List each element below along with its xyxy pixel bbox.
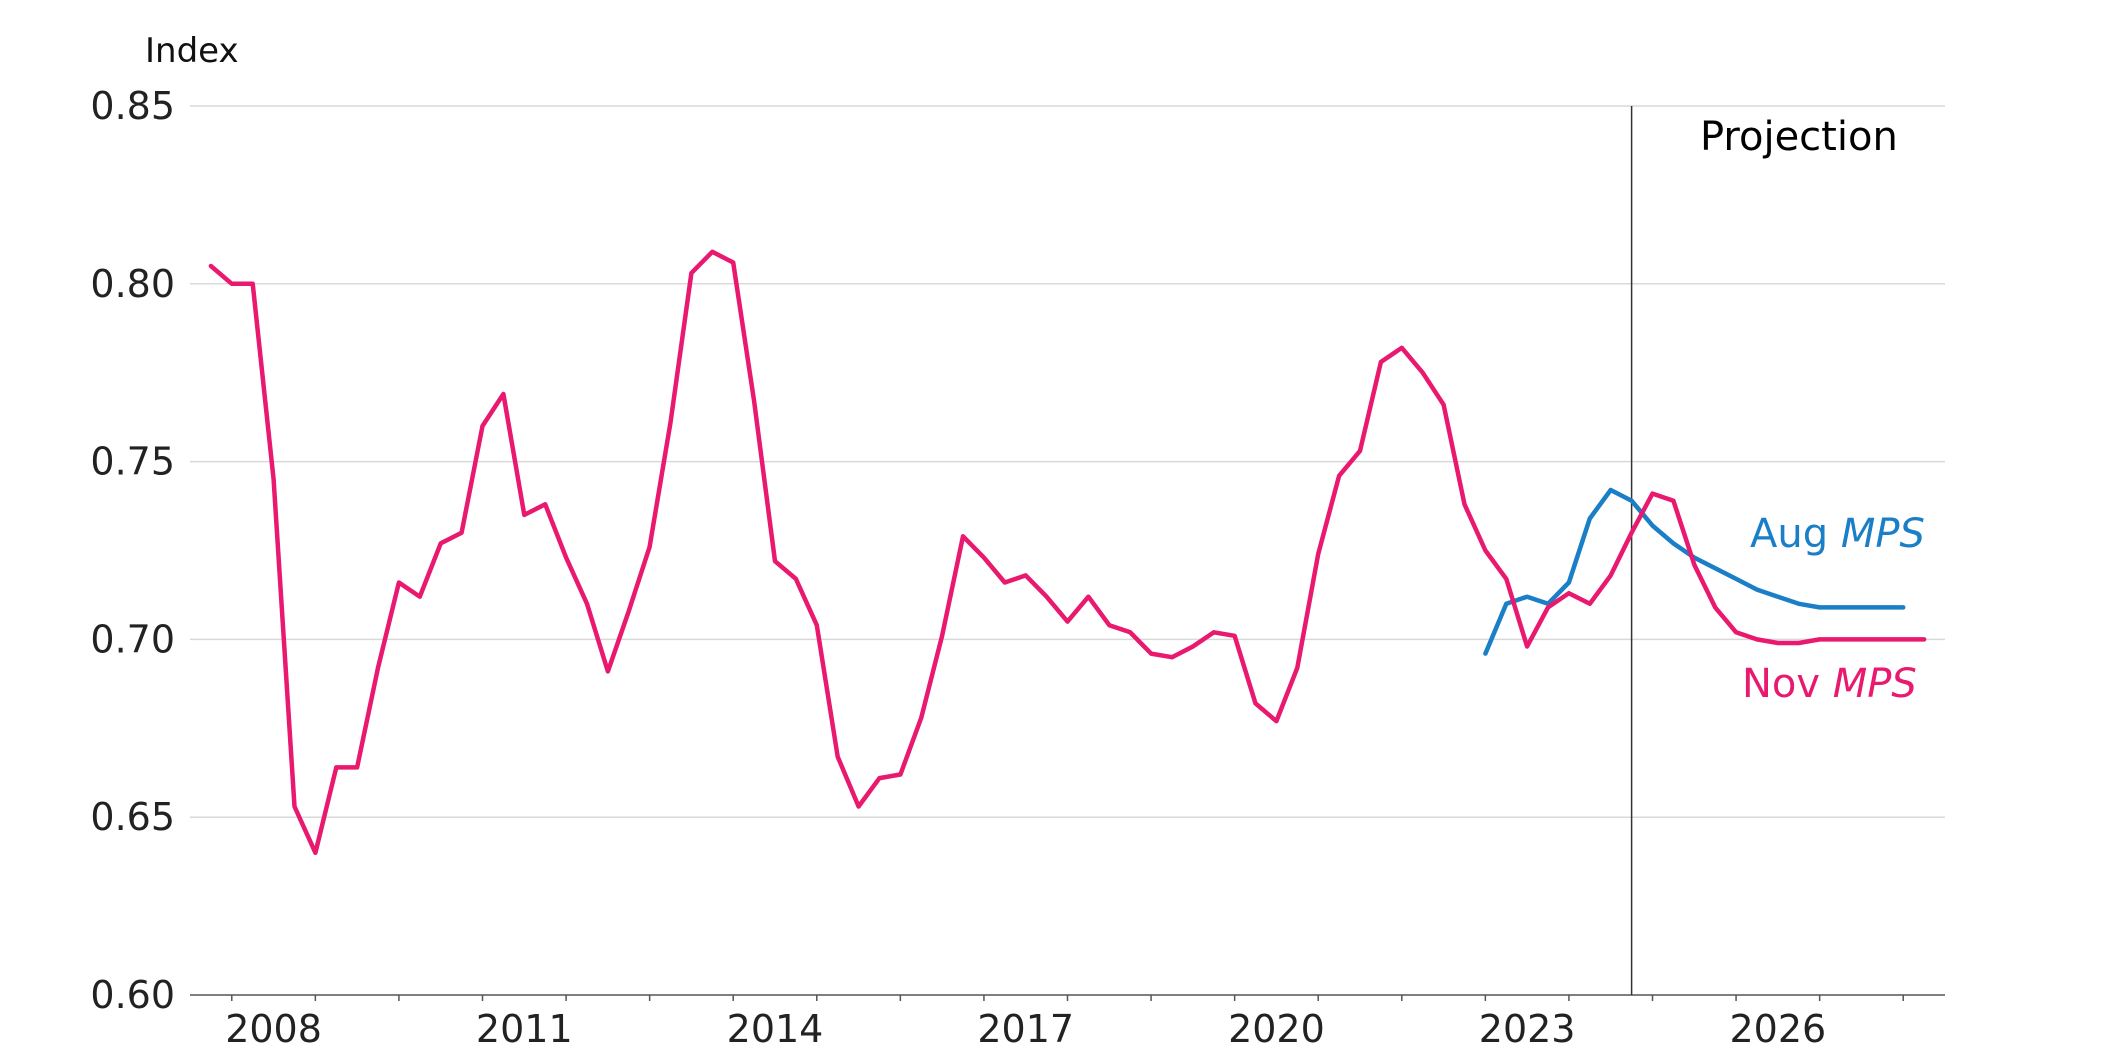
x-tick-label-2011: 2011 <box>476 1007 573 1051</box>
nov-mps-label: Nov MPS <box>1742 661 1917 707</box>
labels: Index Projection 0.60 0.65 0.70 0.75 0.80 0.8… <box>90 31 1924 1051</box>
y-tick-label-0.80: 0.80 <box>90 262 175 306</box>
series-lines <box>208 249 1927 856</box>
x-tick-label-2020: 2020 <box>1228 1007 1325 1051</box>
x-tick-label-2023: 2023 <box>1479 1007 1576 1051</box>
gridlines <box>190 105 1945 818</box>
y-tick-label-0.70: 0.70 <box>90 617 175 661</box>
y-tick-label-0.85: 0.85 <box>90 84 175 128</box>
x-tick-label-2014: 2014 <box>727 1007 824 1051</box>
y-tick-label-0.75: 0.75 <box>90 440 175 484</box>
projection-label: Projection <box>1700 114 1898 160</box>
aug-mps-label: Aug MPS <box>1750 511 1925 557</box>
y-axis-title: Index <box>145 31 239 71</box>
axes <box>190 106 1945 1001</box>
nov-mps-line <box>208 249 1927 856</box>
x-tick-label-2008: 2008 <box>225 1007 322 1051</box>
x-tick-label-2017: 2017 <box>977 1007 1074 1051</box>
y-tick-label-0.60: 0.60 <box>90 973 175 1017</box>
x-tick-label-2026: 2026 <box>1729 1007 1826 1051</box>
y-tick-label-0.65: 0.65 <box>90 795 175 839</box>
